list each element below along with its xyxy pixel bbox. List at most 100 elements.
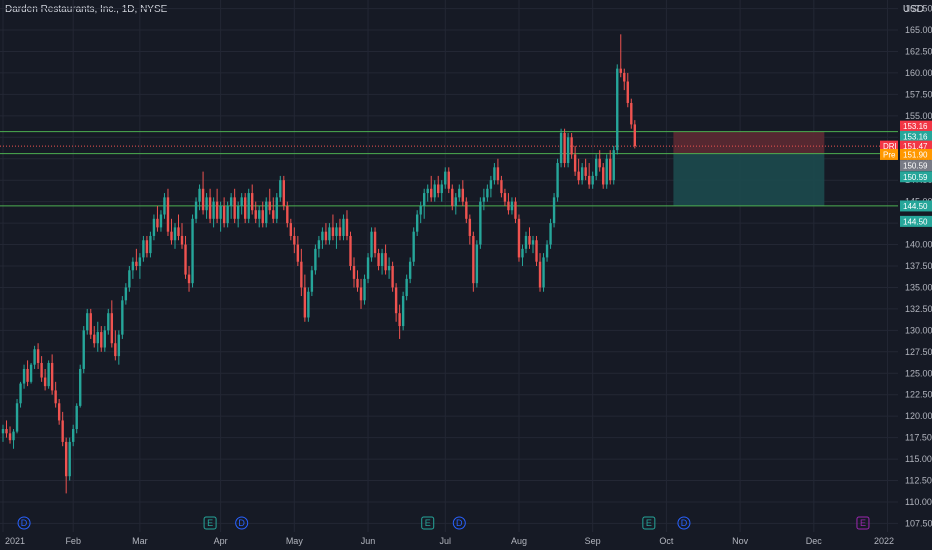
- candle-body-178: [626, 81, 629, 103]
- event-marker-0[interactable]: D: [17, 516, 31, 530]
- event-label: E: [207, 518, 213, 528]
- candle-body-130: [458, 188, 461, 198]
- candle-body-75: [265, 201, 268, 224]
- y-tick-label-19: 155.00: [905, 111, 932, 121]
- candle-body-68: [240, 197, 243, 206]
- currency-label: USD: [902, 4, 924, 15]
- candle-body-24: [86, 313, 89, 331]
- y-axis: 107.50 110.00 112.50 115.00 117.50 120.00 122.…: [905, 4, 932, 529]
- candle-body-146: [514, 201, 517, 219]
- candle-body-175: [616, 68, 619, 151]
- y-tick-label-24: 167.50: [905, 4, 932, 14]
- candle-body-5: [19, 383, 22, 404]
- price-label-5: 150.59: [900, 171, 932, 183]
- candle-body-73: [258, 210, 261, 219]
- candle-body-121: [426, 188, 429, 194]
- candle-body-107: [377, 253, 380, 266]
- candle-body-150: [528, 235, 531, 245]
- candle-body-179: [630, 102, 633, 125]
- candle-body-37: [131, 261, 135, 271]
- candle-body-64: [226, 205, 229, 224]
- candles: [1, 34, 636, 494]
- candle-body-69: [243, 197, 247, 219]
- price-label-bg: [900, 148, 932, 160]
- x-tick-label-6: Jul: [440, 536, 452, 546]
- y-tick-label-21: 160.00: [905, 68, 932, 78]
- candle-body-78: [275, 197, 278, 219]
- price-label-text: 150.59: [903, 173, 928, 182]
- event-marker-3[interactable]: E: [421, 516, 435, 530]
- y-tick-label-4: 117.50: [905, 433, 932, 443]
- candle-body-120: [423, 193, 426, 206]
- candle-body-161: [566, 137, 570, 164]
- candle-body-88: [310, 270, 314, 292]
- candle-body-55: [194, 201, 198, 219]
- candle-body-117: [412, 231, 415, 262]
- candle-body-35: [124, 287, 128, 301]
- candle-body-166: [584, 167, 587, 176]
- event-marker-7[interactable]: E: [856, 516, 870, 530]
- price-label-bg: [900, 171, 932, 183]
- event-label: D: [456, 518, 463, 528]
- price-label-text: 151.90: [903, 150, 928, 159]
- candle-body-82: [289, 223, 293, 236]
- price-tag-text: DRI: [883, 142, 897, 151]
- candle-body-143: [503, 193, 507, 202]
- candle-body-92: [324, 231, 328, 241]
- event-marker-2[interactable]: D: [235, 516, 249, 530]
- candle-body-102: [359, 287, 363, 301]
- candle-body-114: [401, 296, 405, 327]
- candle-body-86: [303, 287, 307, 318]
- candle-body-0: [1, 429, 5, 434]
- candle-body-34: [121, 300, 124, 335]
- candle-body-94: [331, 227, 335, 236]
- earnings-icon: [856, 516, 870, 530]
- event-marker-5[interactable]: E: [642, 516, 656, 530]
- y-tick-label-2: 112.50: [905, 476, 932, 486]
- x-tick-label-3: Apr: [214, 536, 228, 546]
- candle-body-169: [594, 158, 598, 176]
- candle-body-123: [433, 184, 436, 198]
- candle-body-98: [345, 218, 349, 236]
- price-label-text: 153.16: [903, 132, 928, 141]
- candle-body-60: [212, 201, 215, 219]
- candle-body-21: [75, 405, 78, 430]
- candle-body-13: [47, 362, 50, 387]
- price-label-0: 153.16: [900, 120, 932, 132]
- candle-body-110: [387, 266, 391, 271]
- take-profit-zone[interactable]: [673, 153, 825, 206]
- candle-body-96: [338, 227, 342, 236]
- candle-body-89: [314, 248, 317, 271]
- candle-body-52: [184, 244, 187, 275]
- event-marker-6[interactable]: D: [677, 516, 691, 530]
- event-marker-4[interactable]: D: [452, 516, 466, 530]
- candle-body-158: [556, 163, 559, 198]
- candle-body-32: [114, 343, 117, 357]
- candle-body-101: [356, 278, 359, 288]
- stop-loss-zone[interactable]: [673, 131, 825, 154]
- earnings-icon: [642, 516, 656, 530]
- chart-title: Darden Restaurants, Inc., 1D, NYSE: [5, 4, 168, 15]
- candle-body-84: [296, 244, 300, 262]
- candle-body-11: [40, 362, 43, 378]
- candle-body-29: [103, 330, 106, 348]
- event-marker-1[interactable]: E: [203, 516, 217, 530]
- candle-body-23: [82, 330, 85, 369]
- candle-body-97: [342, 218, 345, 236]
- event-label: E: [860, 518, 866, 528]
- price-label-bg: [900, 215, 932, 227]
- candle-body-163: [573, 154, 577, 172]
- candle-body-54: [191, 218, 194, 284]
- position-zones: [673, 131, 825, 206]
- candle-body-111: [391, 266, 394, 288]
- candle-body-109: [384, 253, 387, 271]
- candle-body-4: [15, 403, 19, 432]
- candle-body-103: [363, 278, 366, 301]
- candle-body-41: [145, 240, 149, 254]
- candle-body-152: [535, 240, 538, 262]
- price-label-text: 153.16: [903, 122, 928, 131]
- candle-body-38: [135, 261, 138, 266]
- candle-body-36: [128, 270, 131, 288]
- candle-body-105: [370, 231, 373, 258]
